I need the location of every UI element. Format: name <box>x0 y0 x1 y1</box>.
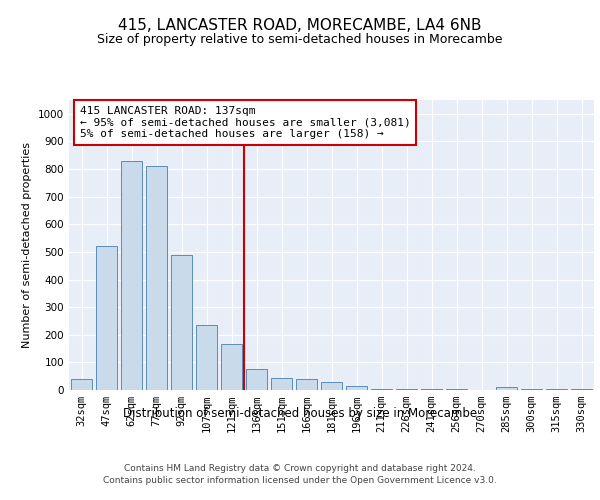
Bar <box>446 388 467 390</box>
Bar <box>521 388 542 390</box>
Text: 415 LANCASTER ROAD: 137sqm
← 95% of semi-detached houses are smaller (3,081)
5% : 415 LANCASTER ROAD: 137sqm ← 95% of semi… <box>79 106 410 139</box>
Bar <box>321 382 342 390</box>
Bar <box>196 325 217 390</box>
Bar <box>96 246 117 390</box>
Text: Contains HM Land Registry data © Crown copyright and database right 2024.
Contai: Contains HM Land Registry data © Crown c… <box>103 464 497 485</box>
Bar <box>171 254 192 390</box>
Bar <box>121 161 142 390</box>
Bar <box>71 379 92 390</box>
Y-axis label: Number of semi-detached properties: Number of semi-detached properties <box>22 142 32 348</box>
Bar <box>246 370 267 390</box>
Text: Size of property relative to semi-detached houses in Morecambe: Size of property relative to semi-detach… <box>97 32 503 46</box>
Bar <box>396 388 417 390</box>
Bar <box>371 388 392 390</box>
Bar <box>421 388 442 390</box>
Bar <box>346 386 367 390</box>
Bar <box>296 379 317 390</box>
Bar <box>271 378 292 390</box>
Text: 415, LANCASTER ROAD, MORECAMBE, LA4 6NB: 415, LANCASTER ROAD, MORECAMBE, LA4 6NB <box>118 18 482 32</box>
Bar <box>146 166 167 390</box>
Bar <box>221 344 242 390</box>
Bar <box>546 388 567 390</box>
Text: Distribution of semi-detached houses by size in Morecambe: Distribution of semi-detached houses by … <box>123 408 477 420</box>
Bar <box>496 387 517 390</box>
